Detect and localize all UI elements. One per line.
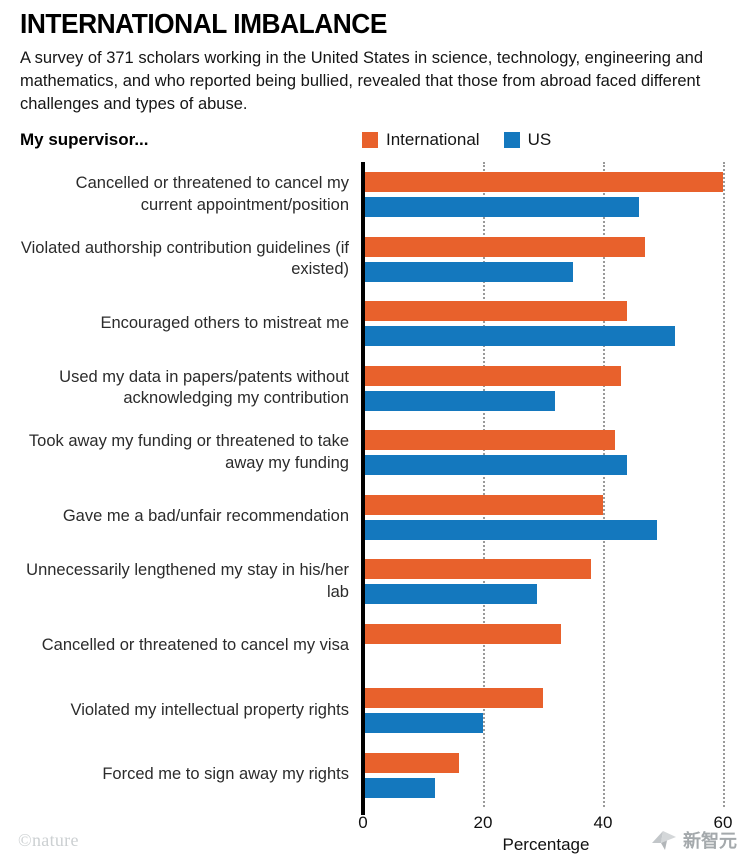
legend-label: US [527,130,552,150]
x-axis: 0 20 40 60 [358,809,732,835]
bar-slot [363,584,729,605]
bar-slot [363,326,729,347]
legend: International US [362,130,551,150]
bar-pair [363,291,729,356]
bar-us [363,455,627,476]
bar-us [363,197,639,218]
bar-us [363,390,555,411]
legend-row: My supervisor... International US [0,128,751,154]
bar-us [363,713,483,734]
x-tick-label: 40 [593,813,613,833]
category-label: Forced me to sign away my rights [102,765,349,784]
legend-swatch-us [503,132,520,149]
xinzhiyuan-logo-icon [652,831,676,850]
chart-row: Violated authorship contribution guideli… [20,227,729,292]
legend-item-us: US [503,130,552,150]
category-label: Cancelled or threatened to cancel my vis… [41,636,349,655]
chart-title: INTERNATIONAL IMBALANCE [20,8,387,39]
x-tick-label: 0 [358,813,368,833]
bar-slot [363,236,729,257]
bar-international [363,236,645,257]
chart-rows: Cancelled or threatened to cancel my cur… [20,162,729,807]
x-axis-label: Percentage [502,835,590,855]
bar-pair [363,678,729,743]
bar-pair [363,420,729,485]
chart-row: Unnecessarily lengthened my stay in his/… [20,549,729,614]
chart-row: Cancelled or threatened to cancel my cur… [20,162,729,227]
bar-slot [363,519,729,540]
watermark: 新智元 [651,827,737,853]
gridline [603,162,605,808]
chart-row: Took away my funding or threatened to ta… [20,420,729,485]
category-label: Encouraged others to mistreat me [100,313,349,332]
x-tick-label: 20 [473,813,493,833]
legend-swatch-international [362,132,378,149]
bar-international [363,301,627,322]
legend-item-international: International [362,130,480,150]
bar-slot [363,197,729,218]
chart-row: Used my data in papers/patents without a… [20,356,729,421]
category-label: Gave me a bad/unfair recommendation [62,507,349,526]
bar-international [363,494,603,515]
bar-pair [363,614,729,679]
chart-row: Gave me a bad/unfair recommendation [20,485,729,550]
bar-us [363,777,435,798]
gridline [483,162,485,808]
bar-us [363,261,573,282]
bar-slot [363,261,729,282]
category-label: Unnecessarily lengthened my stay in his/… [26,561,349,601]
bar-slot [363,713,729,734]
bar-international [363,365,621,386]
chart-row: Encouraged others to mistreat me [20,291,729,356]
bar-pair [363,743,729,808]
nature-credit: ©nature [18,830,79,850]
bar-slot [363,494,729,515]
bar-pair [363,356,729,421]
bar-slot [363,301,729,322]
bar-international [363,623,561,644]
bar-slot [363,649,729,669]
bar-international [363,430,615,451]
bar-slot [363,559,729,580]
bar-slot [363,752,729,773]
category-label: Took away my funding or threatened to ta… [28,432,349,472]
category-label: Used my data in papers/patents without a… [59,367,349,408]
bar-us [363,326,675,347]
legend-prefix: My supervisor... [20,130,149,150]
bar-chart: Cancelled or threatened to cancel my cur… [20,162,729,816]
bar-slot [363,172,729,193]
bar-slot [363,365,729,386]
bar-international [363,172,723,193]
x-tick-label: 60 [713,813,733,833]
y-axis-line [361,162,365,816]
category-label: Violated authorship contribution guideli… [20,238,349,279]
bar-pair [363,162,729,227]
bar-international [363,688,543,709]
chart-subtitle: A survey of 371 scholars working in the … [20,49,704,114]
legend-label: International [386,130,480,150]
category-label: Cancelled or threatened to cancel my cur… [75,174,349,214]
bar-slot [363,430,729,451]
bar-slot [363,390,729,411]
bar-us [363,519,657,540]
chart-row: Violated my intellectual property rights [20,678,729,743]
gridline [723,162,725,808]
chart-row: Forced me to sign away my rights [20,743,729,808]
category-label: Violated my intellectual property rights [70,700,349,719]
bar-pair [363,549,729,614]
bar-us [363,584,537,605]
plot-area [361,162,729,816]
bar-pair [363,485,729,550]
bar-slot [363,688,729,709]
bar-slot [363,455,729,476]
chart-row: Cancelled or threatened to cancel my vis… [20,614,729,679]
bar-international [363,752,459,773]
bar-international [363,559,591,580]
watermark-text: 新智元 [683,831,737,851]
bar-pair [363,227,729,292]
bar-slot [363,623,729,644]
bar-slot [363,777,729,798]
